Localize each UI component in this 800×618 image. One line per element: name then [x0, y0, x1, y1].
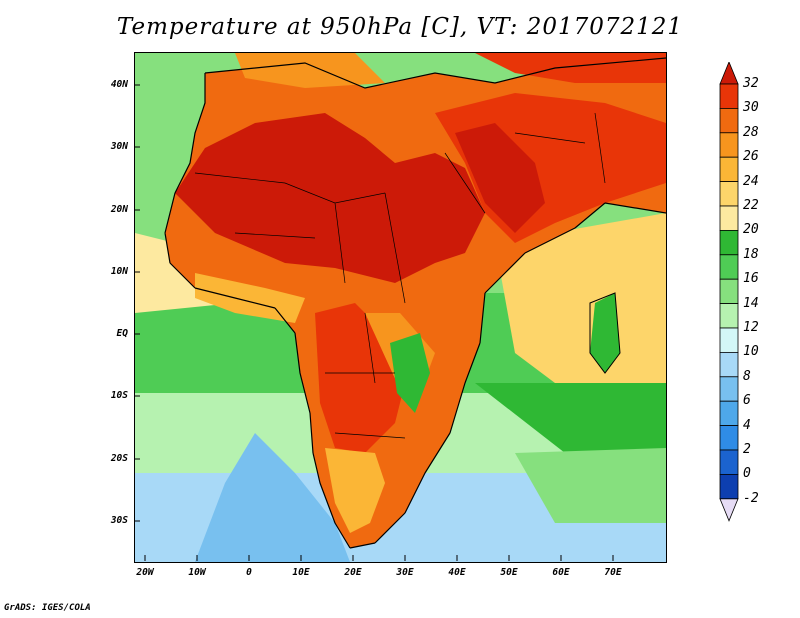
- lon-label-30e: 30E: [396, 567, 414, 578]
- colorbar-top-arrow: [719, 62, 739, 85]
- lat-label-10s: 10S: [110, 390, 128, 401]
- colorbar-swatch: [719, 254, 739, 280]
- lat-label-10n: 10N: [110, 266, 128, 277]
- southern-africa-warm: [325, 448, 385, 533]
- indian-ocean-south: [515, 448, 666, 523]
- lon-label-20w: 20W: [136, 567, 154, 578]
- sahara-hot-core: [175, 113, 485, 283]
- colorbar-label: 28: [743, 124, 759, 140]
- lat-label-30s: 30S: [110, 515, 128, 526]
- lat-label-eq: EQ: [116, 328, 128, 339]
- colorbar-swatch: [719, 449, 739, 475]
- colorbar-swatch: [719, 327, 739, 353]
- lon-label-20e: 20E: [344, 567, 362, 578]
- arabian-peninsula-core: [455, 123, 545, 233]
- colorbar-swatch: [719, 473, 739, 500]
- colorbar-label: 20: [743, 222, 759, 238]
- near-east-hot: [475, 53, 666, 83]
- colorbar-swatch: [719, 132, 739, 158]
- arabian-sea-warm: [495, 213, 666, 393]
- colorbar-swatch: [719, 303, 739, 329]
- colorbar-label: 22: [743, 198, 759, 213]
- lon-label-40e: 40E: [448, 567, 466, 578]
- colorbar-label: 30: [743, 100, 759, 116]
- colorbar-label: 16: [743, 271, 759, 287]
- madagascar: [590, 293, 620, 373]
- colorbar-label: -2: [743, 490, 759, 506]
- benguela-cool-water: [195, 433, 350, 562]
- colorbar-swatch: [719, 351, 739, 378]
- lon-label-60e: 60E: [552, 567, 570, 578]
- colorbar-swatch: [719, 108, 739, 134]
- mediterranean-warm: [235, 53, 385, 88]
- colorbar-swatch: [719, 83, 739, 109]
- colorbar-swatch: [719, 181, 739, 207]
- madagascar-coast: [589, 292, 621, 374]
- colorbar-bottom-arrow: [719, 498, 739, 522]
- temperature-map: [135, 53, 666, 562]
- colorbar-swatch: [719, 425, 739, 451]
- lon-label-0: 0: [246, 567, 252, 578]
- lon-label-10w: 10W: [188, 567, 206, 578]
- colorbar-label: 0: [743, 466, 751, 482]
- lon-label-70e: 70E: [604, 567, 622, 578]
- colorbar-label: 2: [743, 442, 751, 457]
- map-title: Temperature at 950hPa [C], VT: 201707212…: [116, 14, 684, 40]
- credit-text: GrADS: IGES/COLA: [4, 603, 91, 613]
- colorbar-swatch: [719, 400, 739, 427]
- lat-label-20s: 20S: [110, 453, 128, 464]
- lat-label-40n: 40N: [110, 79, 128, 90]
- lat-label-20n: 20N: [110, 204, 128, 215]
- colorbar-swatch: [719, 376, 739, 402]
- colorbar-label: 8: [743, 368, 751, 384]
- colorbar-label: 4: [743, 417, 751, 433]
- colorbar-label: 6: [743, 393, 751, 409]
- lat-label-30n: 30N: [110, 141, 128, 152]
- colorbar-label: 32: [743, 76, 759, 91]
- colorbar-swatch: [719, 205, 739, 231]
- colorbar-swatch: [719, 156, 739, 182]
- colorbar: [719, 62, 739, 522]
- coastline: [164, 57, 666, 549]
- indian-ocean-green: [475, 383, 666, 453]
- map-plot-area: [135, 53, 666, 562]
- colorbar-label: 18: [743, 246, 759, 262]
- map-frame: [134, 52, 667, 563]
- lon-label-50e: 50E: [500, 567, 518, 578]
- country-borders: [194, 112, 606, 439]
- colorbar-label: 26: [743, 149, 759, 165]
- colorbar-label: 14: [743, 295, 759, 311]
- east-african-highlands: [390, 333, 430, 413]
- colorbar-swatch: [719, 278, 739, 304]
- lon-label-10e: 10E: [292, 567, 310, 578]
- colorbar-label: 12: [743, 320, 759, 335]
- colorbar-label: 10: [743, 344, 759, 360]
- colorbar-label: 24: [743, 173, 759, 189]
- colorbar-swatch: [719, 229, 739, 256]
